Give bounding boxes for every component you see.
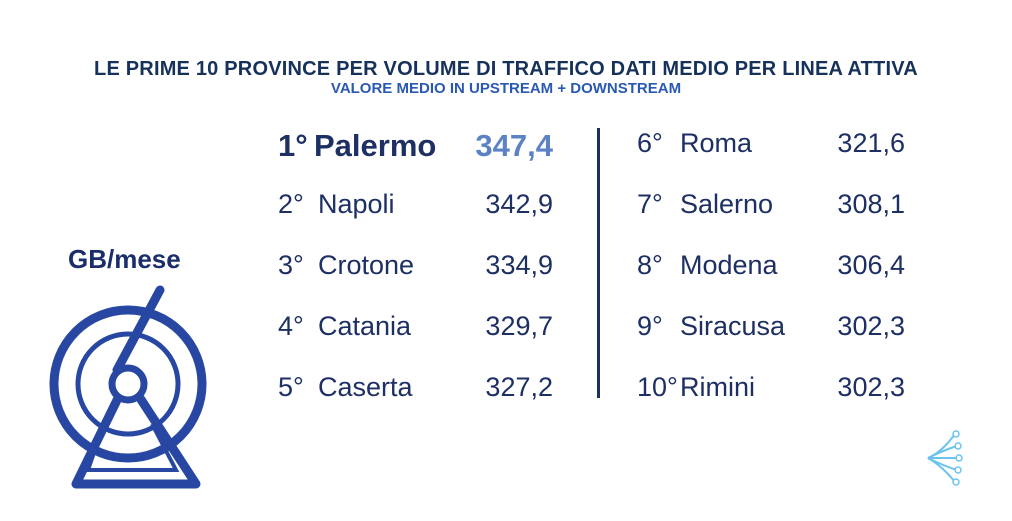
ranking-row: 8° Modena 306,4 — [637, 250, 915, 290]
rank-label: 10° — [637, 372, 678, 402]
province-name: Crotone — [318, 250, 415, 280]
province-name: Napoli — [318, 189, 395, 219]
traffic-value: 347,4 — [475, 128, 553, 163]
province-name: Catania — [318, 311, 412, 341]
traffic-value: 308,1 — [837, 189, 905, 219]
rank-label: 1° — [278, 128, 308, 163]
chart-title: LE PRIME 10 PROVINCE PER VOLUME DI TRAFF… — [94, 58, 918, 80]
province-name: Palermo — [314, 128, 437, 163]
column-divider — [597, 128, 600, 398]
ranking-row: 7° Salerno 308,1 — [637, 189, 915, 229]
traffic-value: 342,9 — [485, 189, 553, 219]
unit-label: GB/mese — [68, 244, 181, 274]
cable-reel-icon — [49, 285, 207, 489]
rank-label: 6° — [637, 128, 663, 158]
rank-label: 5° — [278, 372, 304, 402]
ranking-row: 10° Rimini 302,3 — [637, 372, 915, 412]
traffic-value: 321,6 — [837, 128, 905, 158]
province-name: Caserta — [318, 372, 413, 402]
province-name: Siracusa — [680, 311, 786, 341]
rank-label: 8° — [637, 250, 663, 280]
ranking-row: 3° Crotone 334,9 — [278, 250, 563, 290]
ranking-row: 9° Siracusa 302,3 — [637, 311, 915, 351]
ranking-row: 2° Napoli 342,9 — [278, 189, 563, 229]
rank-label: 4° — [278, 311, 304, 341]
ranking-row: 4° Catania 329,7 — [278, 311, 563, 351]
ranking-row: 5° Caserta 327,2 — [278, 372, 563, 412]
chart-subtitle: VALORE MEDIO IN UPSTREAM + DOWNSTREAM — [330, 80, 682, 97]
rank-label: 3° — [278, 250, 304, 280]
traffic-value: 302,3 — [837, 372, 905, 402]
province-name: Roma — [680, 128, 753, 158]
province-name: Modena — [680, 250, 778, 280]
fiber-cable-icon — [178, 430, 963, 486]
rank-label: 9° — [637, 311, 663, 341]
rank-label: 2° — [278, 189, 304, 219]
rank-label: 7° — [637, 189, 663, 219]
traffic-value: 306,4 — [837, 250, 905, 280]
ranking-row: 1° Palermo 347,4 — [278, 128, 563, 168]
traffic-value: 327,2 — [485, 372, 553, 402]
traffic-value: 329,7 — [485, 311, 553, 341]
ranking-row: 6° Roma 321,6 — [637, 128, 915, 168]
province-name: Rimini — [680, 372, 756, 402]
traffic-value: 334,9 — [485, 250, 553, 280]
province-name: Salerno — [680, 189, 774, 219]
traffic-value: 302,3 — [837, 311, 905, 341]
